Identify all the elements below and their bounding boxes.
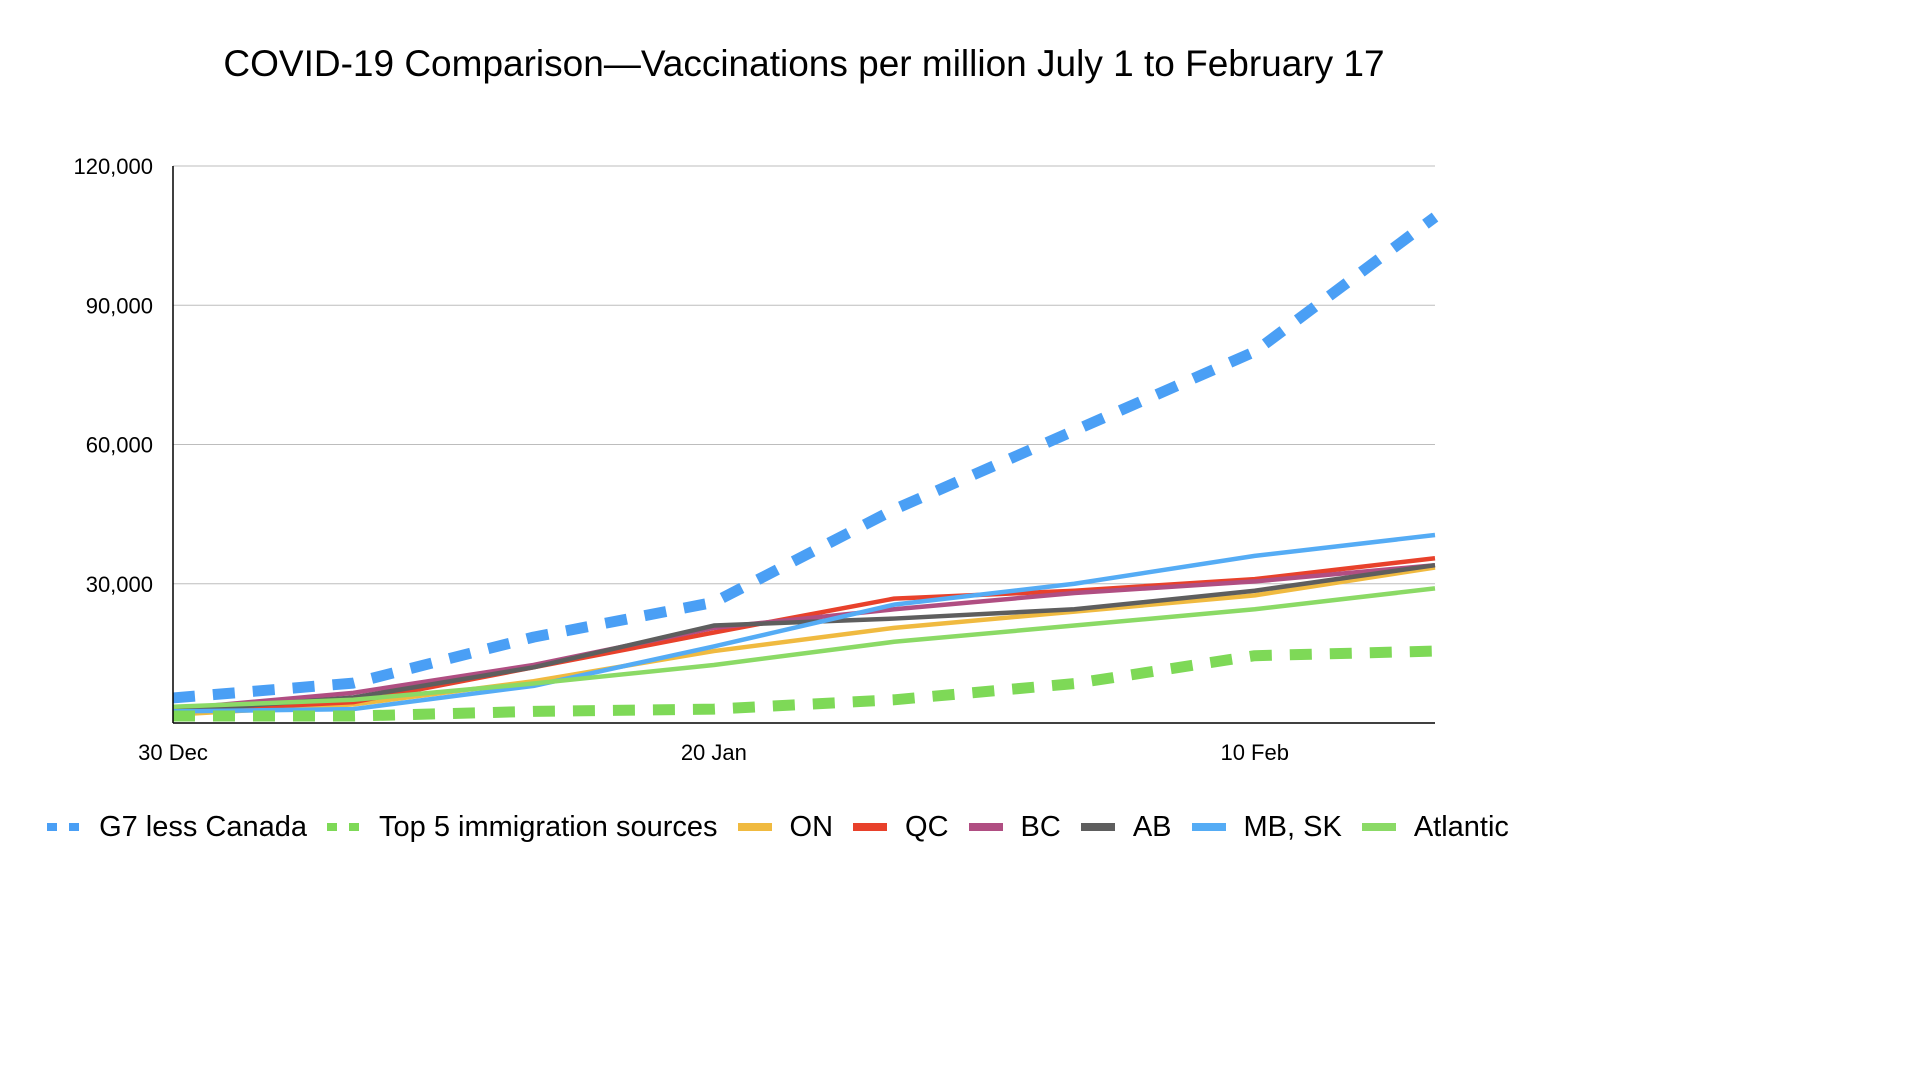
x-tick-label: 20 Jan: [681, 740, 747, 765]
legend-swatch-icon: [1080, 823, 1115, 831]
y-tick-label: 90,000: [86, 293, 153, 318]
legend-label: MB, SK: [1243, 810, 1342, 843]
data-point-atlantic: [1254, 609, 1255, 610]
legend-item: G7 less Canada: [47, 811, 307, 844]
legend-item: AB: [1080, 810, 1172, 844]
legend-label: QC: [905, 810, 949, 843]
legend-label: Top 5 immigration sources: [379, 810, 718, 843]
legend-item: Atlantic: [1361, 810, 1509, 844]
series-line-ab: [172, 562, 1436, 714]
data-point-on: [1254, 595, 1255, 596]
legend-item: Top 5 immigration sources: [327, 810, 718, 844]
data-point-ab: [1435, 565, 1436, 566]
data-point-mb-sk: [353, 709, 354, 710]
legend-swatch-icon: [1191, 823, 1226, 831]
data-point-atlantic: [1074, 625, 1075, 626]
x-tick-label: 30 Dec: [138, 740, 208, 765]
legend-label: BC: [1020, 810, 1061, 843]
series-line-g7-less-canada: [172, 212, 1439, 704]
data-point-atlantic: [533, 683, 534, 684]
legend-swatch-icon: [47, 823, 82, 831]
data-point-bc: [894, 609, 895, 610]
data-point-bc: [353, 692, 354, 693]
data-point-top-5-immigration-sources: [1074, 683, 1075, 684]
data-point-mb-sk: [1074, 583, 1075, 584]
data-point-top-5-immigration-sources: [713, 709, 714, 710]
legend-item: ON: [737, 810, 834, 844]
x-tick-label: 10 Feb: [1220, 740, 1289, 765]
series-lines: [172, 212, 1439, 722]
data-point-g7-less-canada: [533, 637, 534, 638]
data-point-atlantic: [353, 699, 354, 700]
series-line-bc: [172, 562, 1436, 712]
data-point-g7-less-canada: [713, 602, 714, 603]
data-point-top-5-immigration-sources: [533, 711, 534, 712]
legend-label: ON: [789, 810, 834, 843]
series-line-on: [172, 565, 1436, 717]
line-chart: 30,000 60,000 90,000 120,000 30 Dec 20 Jan 10…: [73, 154, 1439, 765]
series-line-mb-sk: [172, 532, 1436, 714]
data-point-g7-less-canada: [1435, 217, 1436, 218]
data-point-atlantic: [894, 641, 895, 642]
data-point-top-5-immigration-sources: [894, 699, 895, 700]
data-point-atlantic: [1435, 588, 1436, 589]
data-point-qc: [894, 598, 895, 599]
data-point-top-5-immigration-sources: [1435, 651, 1436, 652]
x-axis-ticks: 30 Dec 20 Jan 10 Feb: [138, 740, 1289, 765]
y-axis-ticks: 30,000 60,000 90,000 120,000: [73, 154, 153, 597]
legend-label: Atlantic: [1413, 810, 1509, 843]
data-point-ab: [894, 618, 895, 619]
data-point-ab: [533, 667, 534, 668]
data-point-top-5-immigration-sources: [353, 716, 354, 717]
data-point-ab: [713, 625, 714, 626]
data-point-ab: [1074, 609, 1075, 610]
data-point-g7-less-canada: [353, 683, 354, 684]
legend-label: G7 less Canada: [99, 810, 308, 843]
data-point-g7-less-canada: [1074, 430, 1075, 431]
data-point-g7-less-canada: [1254, 351, 1255, 352]
data-point-on: [894, 627, 895, 628]
data-point-g7-less-canada: [894, 509, 895, 510]
data-point-mb-sk: [894, 604, 895, 605]
data-point-ab: [1254, 590, 1255, 591]
data-point-mb-sk: [1435, 535, 1436, 536]
legend-item: MB, SK: [1191, 810, 1342, 844]
data-point-on: [713, 651, 714, 652]
y-tick-label: 120,000: [73, 154, 153, 179]
y-tick-label: 60,000: [86, 433, 153, 458]
gridlines: [173, 165, 1435, 585]
legend-swatch-icon: [737, 823, 772, 831]
legend-label: AB: [1132, 810, 1172, 843]
data-point-qc: [713, 632, 714, 633]
legend-swatch-icon: [968, 823, 1003, 831]
legend-swatch-icon: [327, 823, 362, 831]
data-point-qc: [1435, 558, 1436, 559]
data-point-bc: [1074, 593, 1075, 594]
data-point-atlantic: [713, 664, 714, 665]
data-point-top-5-immigration-sources: [1254, 655, 1255, 656]
data-point-mb-sk: [1254, 555, 1255, 556]
legend-swatch-icon: [1361, 823, 1396, 831]
series-line-atlantic: [172, 586, 1436, 710]
legend-item: BC: [968, 810, 1061, 844]
chart-title: COVID-19 Comparison—Vaccinations per mil…: [223, 43, 1385, 84]
series-line-top-5-immigration-sources: [173, 645, 1436, 722]
legend: G7 less Canada Top 5 immigration sources O…: [0, 803, 1556, 851]
legend-item: QC: [853, 811, 949, 844]
data-point-mb-sk: [713, 646, 714, 647]
legend-swatch-icon: [853, 823, 888, 831]
data-point-bc: [1254, 581, 1255, 582]
y-tick-label: 30,000: [86, 572, 153, 597]
